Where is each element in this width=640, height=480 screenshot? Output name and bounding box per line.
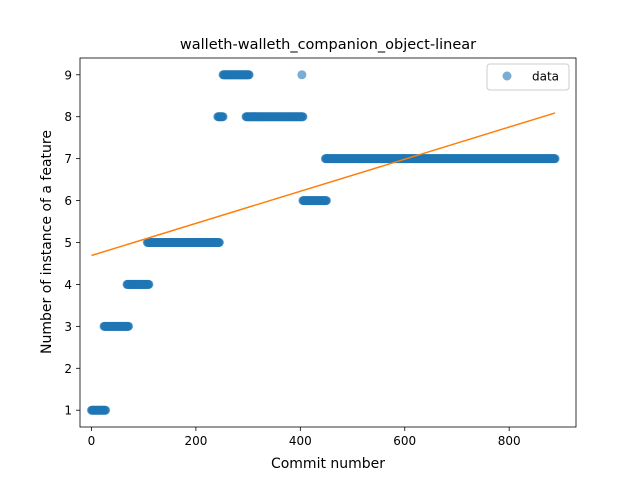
data-point: [124, 321, 134, 331]
y-tick-label: 8: [64, 110, 72, 124]
x-axis-label: Commit number: [271, 456, 385, 472]
data-point: [298, 112, 308, 122]
legend-marker: [502, 71, 512, 81]
data-points: [86, 70, 560, 415]
y-axis-ticks: 1 2 3 4 5 6 7 8 9: [64, 68, 80, 418]
x-tick-label: 600: [393, 434, 416, 448]
fit-line-layer: [91, 112, 556, 257]
y-tick-label: 9: [64, 68, 72, 82]
x-axis-ticks: 0 200 400 600 800: [88, 427, 521, 448]
legend: data: [486, 63, 570, 91]
legend-label-data: data: [532, 70, 559, 84]
data-point: [244, 70, 254, 80]
data-point: [218, 112, 228, 122]
y-tick-label: 2: [64, 362, 72, 376]
y-tick-label: 7: [64, 152, 72, 166]
y-tick-label: 1: [64, 404, 72, 418]
fit-line: [91, 112, 556, 257]
data-point: [144, 279, 154, 289]
y-tick-label: 3: [64, 320, 72, 334]
data-point: [550, 154, 560, 164]
x-tick-label: 200: [184, 434, 207, 448]
data-point: [321, 196, 331, 206]
y-tick-label: 5: [64, 236, 72, 250]
legend-box: [486, 63, 570, 91]
data-point: [297, 70, 307, 80]
data-point: [214, 238, 224, 247]
x-tick-label: 400: [289, 434, 312, 448]
y-tick-label: 6: [64, 194, 72, 208]
x-tick-label: 800: [498, 434, 521, 448]
y-tick-label: 4: [64, 278, 72, 292]
chart-title: walleth-walleth_companion_object-linear: [180, 37, 476, 53]
y-axis-label: Number of instance of a feature: [39, 130, 55, 354]
data-point: [101, 405, 111, 415]
x-tick-label: 0: [88, 434, 96, 448]
